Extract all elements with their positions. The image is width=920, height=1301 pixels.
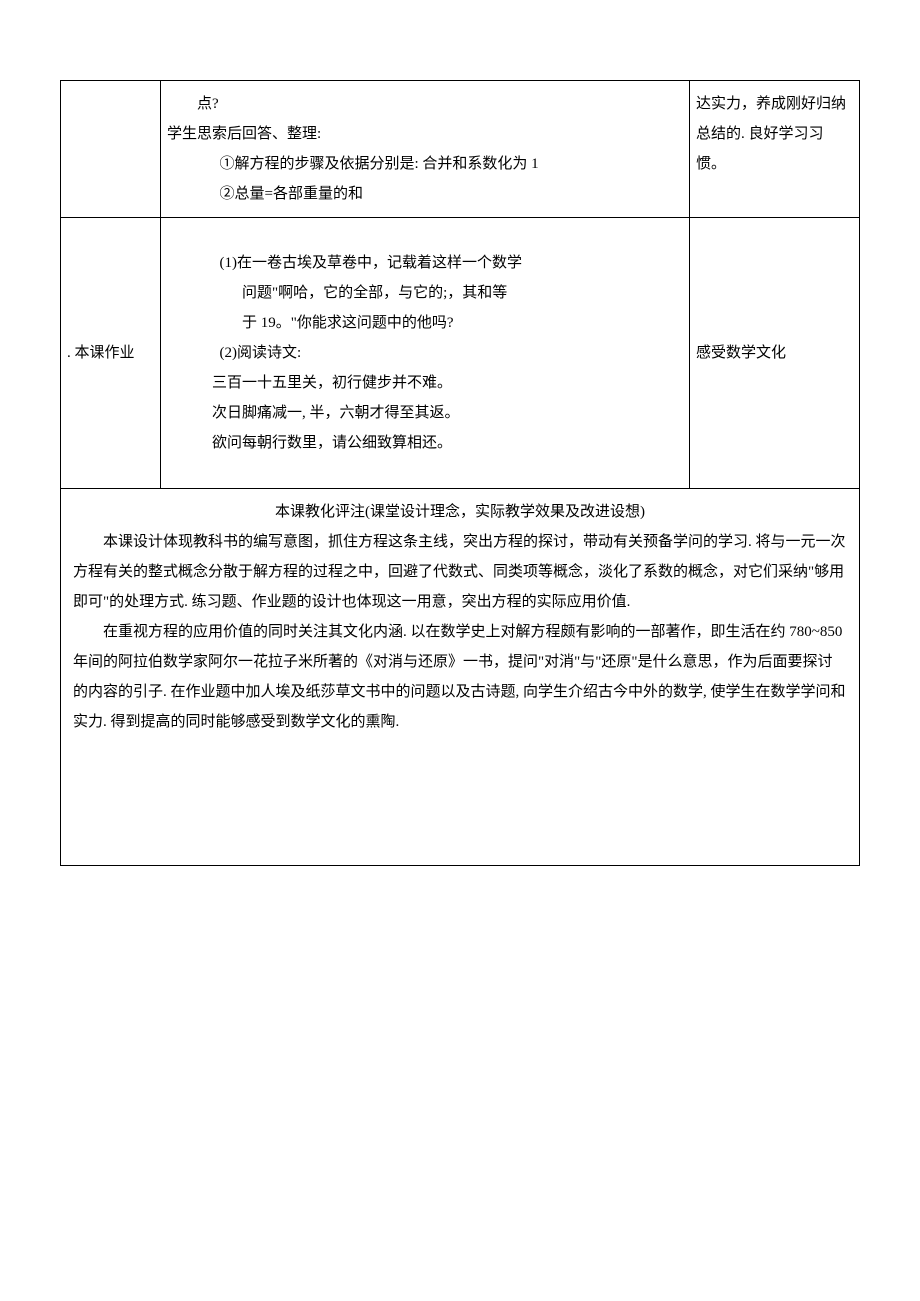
note-line-3: 惯。 — [696, 156, 726, 172]
hw-poem-line-1: 三百一十五里关，初行健步并不难。 — [167, 368, 683, 398]
lesson-plan-table: 点? 学生思索后回答、整理: ①解方程的步骤及依据分别是: 合并和系数化为 1 … — [60, 80, 860, 866]
commentary-p1: 本课设计体现教科书的编写意图，抓住方程这条主线，突出方程的探讨，带动有关预备学问… — [73, 527, 847, 617]
row-homework-note-cell: 感受数学文化 — [690, 218, 860, 489]
summary-line-4: ②总量=各部重量的和 — [167, 179, 683, 209]
blank-space — [73, 737, 847, 857]
summary-line-2: 学生思索后回答、整理: — [167, 126, 321, 142]
hw-q1-line-3: 于 19。"你能求这问题中的他吗? — [167, 308, 683, 338]
row-summary-content-cell: 点? 学生思索后回答、整理: ①解方程的步骤及依据分别是: 合并和系数化为 1 … — [161, 81, 690, 218]
homework-label: . 本课作业 — [67, 345, 135, 361]
note-line-2: 总结的. 良好学习习 — [696, 126, 824, 142]
row-commentary: 本课教化评注(课堂设计理念，实际教学效果及改进设想) 本课设计体现教科书的编写意… — [61, 489, 860, 866]
row-homework-label-cell: . 本课作业 — [61, 218, 161, 489]
hw-q2-line-1: (2)阅读诗文: — [167, 338, 683, 368]
hw-q1-line-1: (1)在一卷古埃及草卷中，记载着这样一个数学 — [167, 248, 683, 278]
hw-poem-line-3: 欲问每朝行数里，请公细致算相还。 — [167, 428, 683, 458]
hw-q1-line-2: 问题"啊哈，它的全部，与它的;，其和等 — [167, 278, 683, 308]
commentary-header: 本课教化评注(课堂设计理念，实际教学效果及改进设想) — [73, 497, 847, 527]
row-summary-label-cell — [61, 81, 161, 218]
note-line-1: 达实力，养成刚好归纳 — [696, 96, 846, 112]
row-homework-content-cell: (1)在一卷古埃及草卷中，记载着这样一个数学 问题"啊哈，它的全部，与它的;，其… — [161, 218, 690, 489]
hw-poem-line-2: 次日脚痛减一, 半，六朝才得至其返。 — [167, 398, 683, 428]
row-summary-note-cell: 达实力，养成刚好归纳 总结的. 良好学习习 惯。 — [690, 81, 860, 218]
summary-line-1: 点? — [167, 89, 683, 119]
commentary-cell: 本课教化评注(课堂设计理念，实际教学效果及改进设想) 本课设计体现教科书的编写意… — [61, 489, 860, 866]
summary-line-3: ①解方程的步骤及依据分别是: 合并和系数化为 1 — [167, 149, 683, 179]
commentary-p2: 在重视方程的应用价值的同时关注其文化内涵. 以在数学史上对解方程颇有影响的一部著… — [73, 617, 847, 737]
row-summary: 点? 学生思索后回答、整理: ①解方程的步骤及依据分别是: 合并和系数化为 1 … — [61, 81, 860, 218]
homework-note: 感受数学文化 — [696, 345, 786, 361]
row-homework: . 本课作业 (1)在一卷古埃及草卷中，记载着这样一个数学 问题"啊哈，它的全部… — [61, 218, 860, 489]
